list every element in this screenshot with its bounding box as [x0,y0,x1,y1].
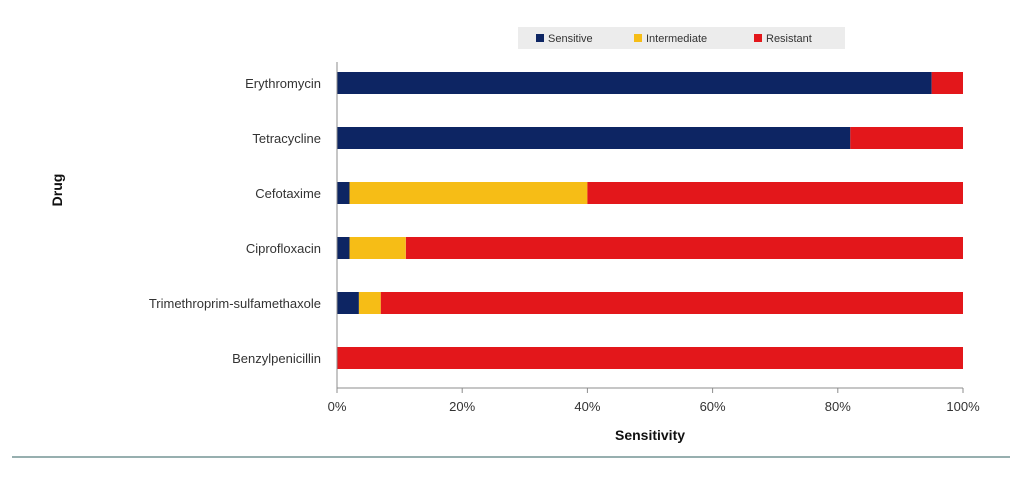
legend-label-intermediate: Intermediate [646,33,707,45]
category-label-4: Trimethroprim-sulfamethaxole [149,296,321,311]
legend-swatch-resistant [754,34,762,42]
category-label-1: Tetracycline [252,131,321,146]
category-labels: Erythromycin Tetracycline Cefotaxime Ciprof… [149,76,321,366]
bar-intermediate-3 [349,237,406,259]
x-tick-label-4: 80% [825,399,851,414]
y-axis-title: Drug [49,174,65,207]
bar-resistant-5 [337,347,963,369]
x-axis: 0% 20% 40% 60% 80% 100% [328,62,980,414]
bar-sensitive-3 [337,237,350,259]
bar-sensitive-1 [337,127,851,149]
plot-area [337,72,963,369]
x-tick-label-0: 0% [328,399,347,414]
x-tick-label-2: 40% [574,399,600,414]
category-label-0: Erythromycin [245,76,321,91]
category-label-2: Cefotaxime [255,186,321,201]
category-label-3: Ciprofloxacin [246,241,321,256]
category-label-5: Benzylpenicillin [232,351,321,366]
bar-resistant-1 [850,127,963,149]
bar-resistant-4 [380,292,963,314]
legend-label-sensitive: Sensitive [548,33,593,45]
bar-sensitive-0 [337,72,932,94]
legend-background [518,27,845,49]
bar-intermediate-2 [349,182,588,204]
bar-resistant-0 [931,72,963,94]
legend-label-resistant: Resistant [766,33,812,45]
bar-sensitive-2 [337,182,350,204]
legend-swatch-intermediate [634,34,642,42]
bar-intermediate-4 [358,292,381,314]
x-axis-title: Sensitivity [615,427,685,443]
legend: Sensitive Intermediate Resistant [518,27,845,49]
bar-resistant-3 [405,237,963,259]
x-tick-label-5: 100% [946,399,980,414]
legend-swatch-sensitive [536,34,544,42]
x-tick-label-3: 60% [700,399,726,414]
bar-resistant-2 [587,182,963,204]
bar-sensitive-4 [337,292,359,314]
x-tick-label-1: 20% [449,399,475,414]
